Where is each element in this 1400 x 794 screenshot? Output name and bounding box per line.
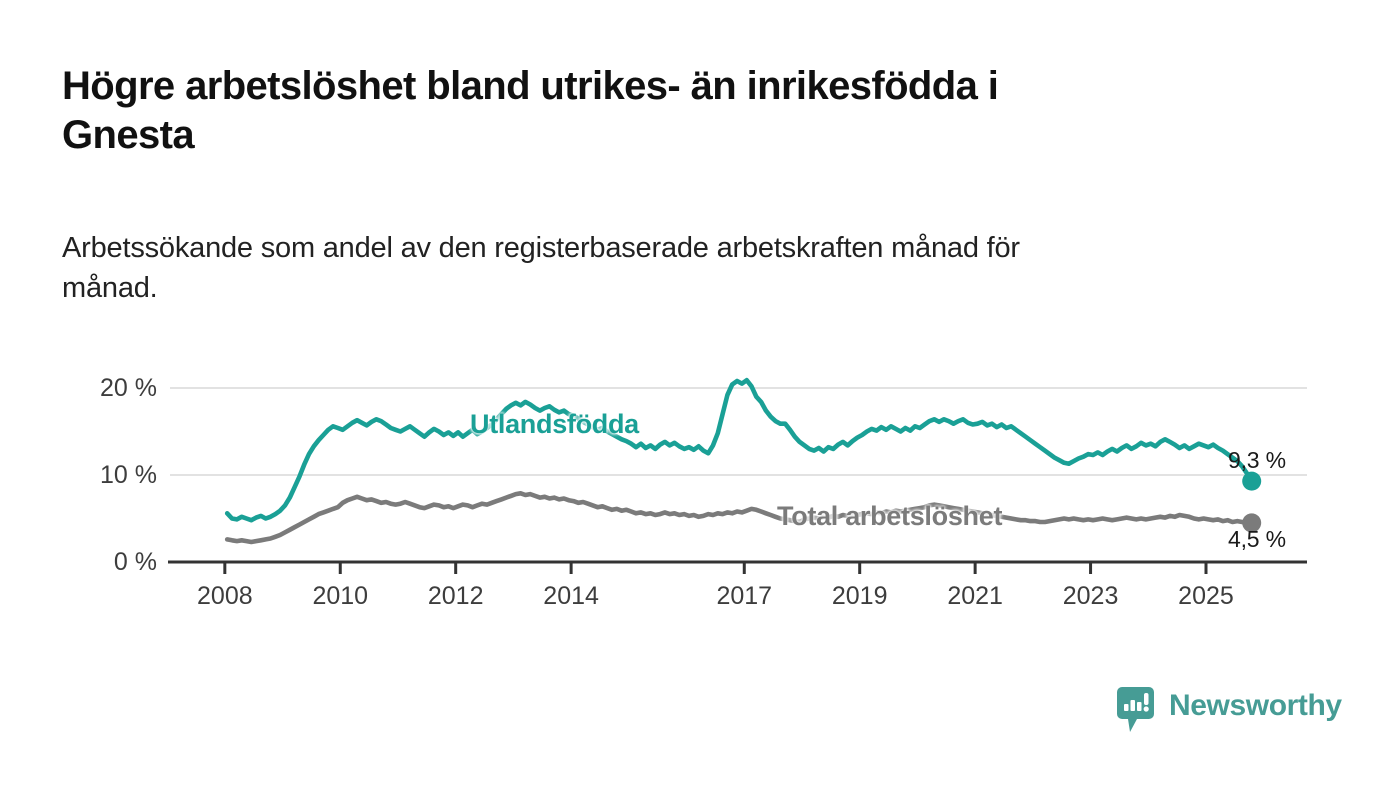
newsworthy-brand: Newsworthy	[1117, 687, 1342, 735]
chart-subtitle: Arbetssökande som andel av den registerb…	[62, 228, 1282, 308]
exclamation-dot	[1143, 706, 1149, 712]
series-line-0	[224, 377, 1254, 523]
x-axis-tick-label: 2021	[947, 582, 1003, 610]
page-title: Högre arbetslöshet bland utrikes- än inr…	[62, 62, 1262, 160]
x-axis-tick-label: 2014	[543, 582, 599, 610]
x-axis-tick-label: 2008	[197, 582, 253, 610]
brand-name: Newsworthy	[1169, 689, 1342, 722]
chart-subtitle-line-2: månad.	[62, 272, 158, 305]
page-title-line-1: Högre arbetslöshet bland utrikes- än inr…	[62, 64, 999, 108]
exclamation-stem	[1144, 693, 1149, 705]
bar-1	[1124, 704, 1129, 711]
x-axis-tick-label: 2012	[428, 582, 484, 610]
series-label-total-arbetsloshet: Total arbetslöshet	[777, 501, 1003, 531]
end-value-label-total: 4,5 %	[1228, 526, 1286, 552]
page-title-line-2: Gnesta	[62, 112, 195, 157]
x-axis-tick-label: 2019	[832, 582, 888, 610]
chart-subtitle-line-1: Arbetssökande som andel av den registerb…	[62, 232, 1020, 264]
x-axis-tick-label: 2010	[312, 582, 368, 610]
x-axis-tick-label: 2023	[1063, 582, 1119, 610]
bar-2	[1130, 700, 1135, 711]
y-axis-tick-label: 20 %	[100, 374, 157, 402]
y-axis-tick-label: 10 %	[100, 461, 157, 489]
x-axis-tick-label: 2025	[1178, 582, 1234, 610]
end-value-label-utlandsfodda: 9,3 %	[1228, 447, 1286, 473]
bar-3	[1137, 702, 1142, 711]
newsworthy-logo-icon	[1117, 687, 1154, 732]
series-line-1	[224, 491, 1254, 545]
y-axis-tick-label: 0 %	[114, 548, 157, 576]
series-end-dot-1	[1242, 513, 1262, 533]
x-axis-tick-label: 2017	[716, 582, 772, 610]
series-end-dot-0	[1242, 471, 1262, 491]
series-label-utlandsfodda: Utlandsfödda	[470, 409, 639, 439]
